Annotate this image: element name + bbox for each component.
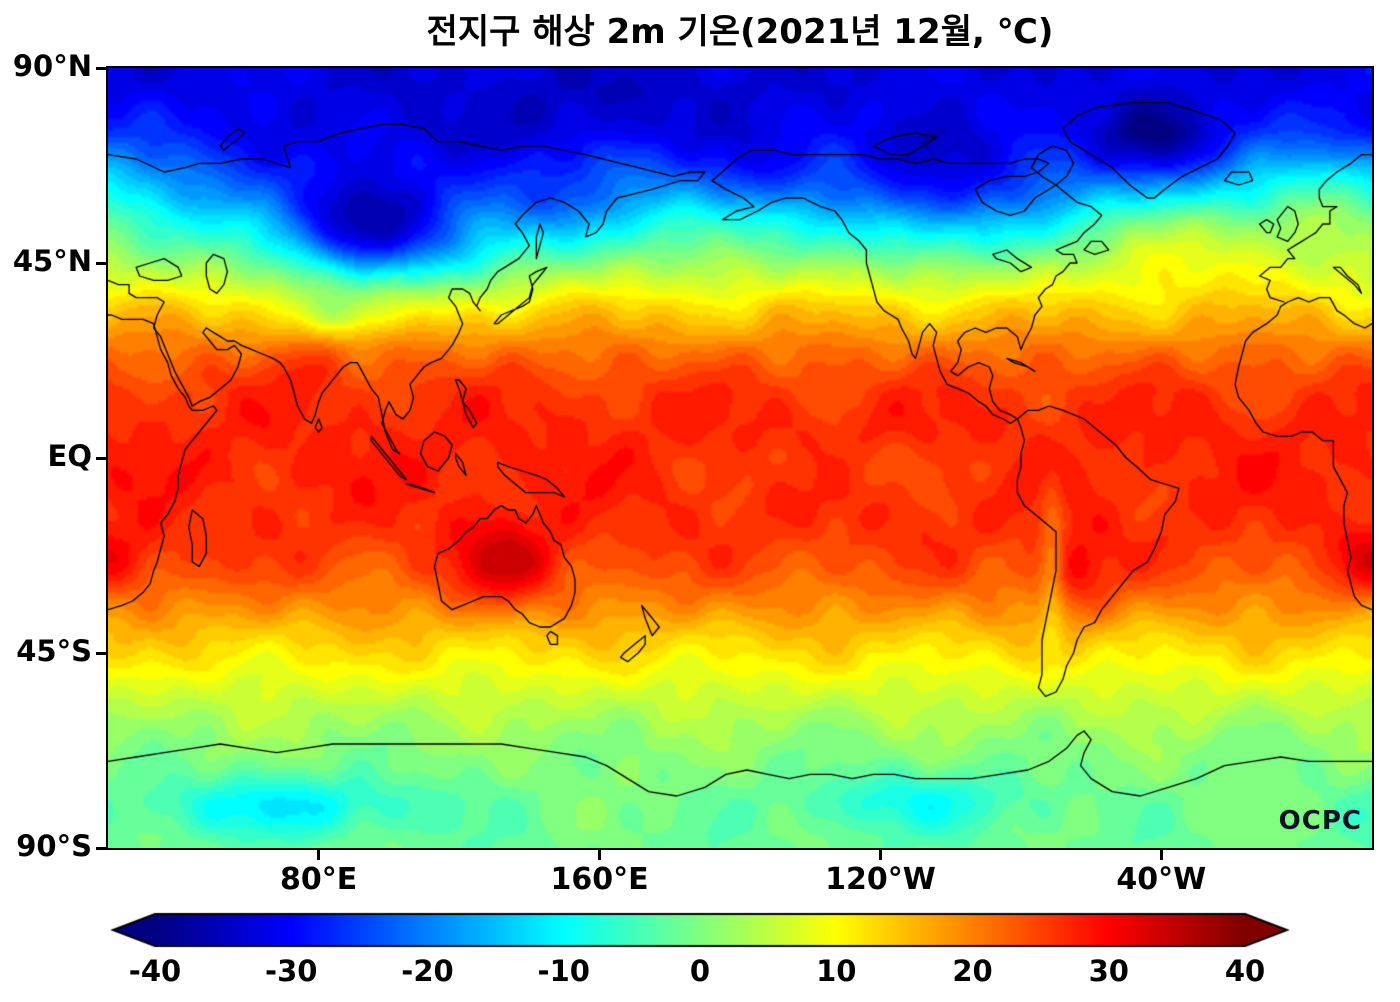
colorbar-tick-label: 30 [1088,954,1129,988]
colorbar-tick-label: 40 [1224,954,1266,988]
colorbar-tick-label: 10 [816,954,857,988]
x-axis-label: 120°W [825,862,936,897]
temperature-heatmap-canvas [108,68,1372,848]
ocpc-watermark: OCPC [1278,806,1362,836]
x-axis-tick [878,850,882,860]
y-axis-label: 45°S [16,634,92,668]
y-axis-tick [96,846,106,850]
y-axis-label: 45°N [12,244,92,278]
y-axis-label: 90°N [12,49,92,83]
y-axis-tick [96,66,106,70]
colorbar-canvas [110,912,1290,950]
colorbar-tick-label: 20 [952,954,993,988]
x-axis-tick [317,850,321,860]
colorbar: -40 -30 -20 -10 0 10 20 30 40 [110,912,1290,1002]
colorbar-tick-label: -10 [537,954,590,988]
colorbar-tick-label: -20 [401,954,454,988]
colorbar-tick-label: -40 [128,954,182,988]
y-axis-tick [96,651,106,655]
y-axis-tick [96,261,106,265]
map-frame: OCPC [106,66,1374,850]
colorbar-tick-label: 0 [689,954,711,988]
y-axis-tick [96,456,106,460]
chart-title: 전지구 해상 2m 기온(2021년 12월, ℃) [426,12,1054,52]
x-axis-label: 160°E [550,862,649,897]
y-axis-label: EQ [47,439,92,473]
x-axis-tick [598,850,602,860]
x-axis-label: 80°E [280,862,358,897]
colorbar-tick-label: -30 [265,954,318,988]
x-axis-tick [1159,850,1163,860]
y-axis-label: 90°S [16,829,92,863]
x-axis-label: 40°W [1116,862,1207,897]
